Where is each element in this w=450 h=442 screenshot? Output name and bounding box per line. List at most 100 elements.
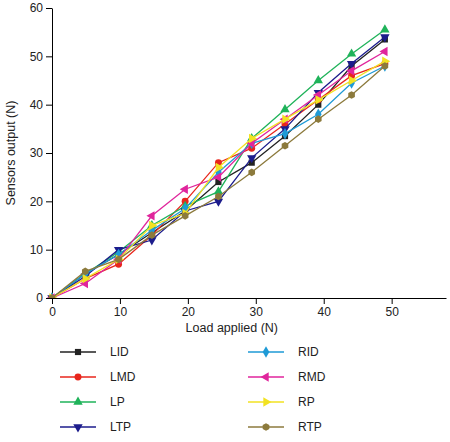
series-marker — [146, 211, 154, 220]
series-marker — [149, 231, 156, 239]
legend-label: RID — [298, 345, 319, 359]
series-marker — [216, 163, 224, 172]
y-tick-label: 10 — [30, 243, 44, 257]
y-tick-mark — [46, 153, 52, 154]
legend-item: RTP — [248, 420, 322, 434]
legend-label: LMD — [110, 370, 136, 384]
x-tick: 40 — [318, 298, 332, 319]
series-marker — [349, 76, 357, 85]
y-tick-label: 30 — [30, 146, 44, 160]
series — [49, 62, 388, 298]
x-tick-label: 40 — [318, 305, 332, 319]
y-tick-label: 40 — [30, 98, 44, 112]
series-line — [52, 61, 385, 298]
x-axis-title: Load applied (N) — [186, 321, 278, 335]
y-tick-label: 60 — [30, 1, 44, 15]
y-tick: 10 — [30, 243, 52, 257]
series-marker — [382, 62, 389, 70]
y-tick-mark — [46, 250, 52, 251]
series-marker — [49, 294, 56, 298]
y-tick-mark — [46, 105, 52, 106]
legend-item: RP — [248, 395, 315, 409]
series-marker — [316, 95, 324, 104]
series-marker — [182, 212, 189, 220]
series-marker — [149, 221, 157, 230]
legend-item: LP — [60, 395, 125, 409]
x-tick: 50 — [385, 298, 399, 319]
series-marker — [282, 114, 290, 123]
y-tick-mark — [46, 298, 52, 299]
x-tick: 30 — [250, 298, 264, 319]
series — [47, 47, 388, 298]
chart: 0 10 20 30 40 50 0 10 20 30 40 50 60 Load applied (N)… — [0, 0, 450, 442]
legend-marker — [261, 372, 269, 381]
series — [49, 60, 388, 298]
x-tick-label: 0 — [49, 305, 56, 319]
y-tick-mark — [46, 56, 52, 57]
series — [49, 60, 389, 298]
x-tick-mark — [52, 298, 53, 304]
series — [47, 34, 389, 298]
y-axis: 0 10 20 30 40 50 60 — [30, 1, 53, 305]
y-tick-label: 50 — [30, 50, 44, 64]
series-marker — [115, 256, 122, 264]
y-tick: 50 — [30, 50, 52, 64]
y-tick: 0 — [36, 291, 52, 305]
x-tick: 0 — [49, 298, 56, 319]
legend-item: RMD — [248, 370, 326, 384]
series-marker — [249, 134, 257, 143]
legend-marker — [75, 349, 81, 355]
legend-marker — [75, 374, 82, 381]
series-line — [52, 52, 385, 299]
y-axis-line — [52, 9, 53, 299]
series-marker — [47, 293, 55, 298]
series-marker — [82, 268, 89, 276]
x-tick: 20 — [182, 298, 196, 319]
legend-marker — [73, 397, 82, 405]
y-tick-mark — [46, 201, 52, 202]
series-marker — [314, 75, 323, 83]
series-marker — [282, 128, 289, 139]
legend-marker — [263, 423, 270, 431]
y-tick: 60 — [30, 1, 52, 15]
series-marker — [282, 142, 289, 150]
series — [47, 24, 389, 298]
y-tick-label: 20 — [30, 195, 44, 209]
series-marker — [347, 49, 356, 57]
x-tick-mark — [188, 298, 189, 304]
legend-item: LTP — [60, 420, 131, 434]
legend: LID LMD LP LTP RID RMD RP RTP — [60, 345, 326, 434]
y-tick: 30 — [30, 146, 52, 160]
x-tick-mark — [120, 298, 121, 304]
plot: 0 10 20 30 40 50 0 10 20 30 40 50 60 — [30, 1, 447, 318]
y-tick-mark — [46, 8, 52, 9]
legend-marker — [263, 397, 271, 406]
x-axis-line — [53, 298, 447, 299]
y-tick: 40 — [30, 98, 52, 112]
series-marker — [315, 115, 322, 123]
x-tick-label: 20 — [182, 305, 196, 319]
series-line — [52, 37, 385, 298]
y-axis-title: Sensors output (N) — [4, 101, 18, 206]
x-tick: 10 — [114, 298, 128, 319]
legend-label: RMD — [298, 370, 326, 384]
x-tick-mark — [256, 298, 257, 304]
series-marker — [83, 274, 91, 283]
legend-label: LP — [110, 395, 125, 409]
legend-item: LID — [60, 345, 129, 359]
series-marker — [280, 104, 289, 112]
legend-label: LID — [110, 345, 129, 359]
x-tick-mark — [324, 298, 325, 304]
series-marker — [215, 193, 222, 201]
y-tick-label: 0 — [36, 291, 43, 305]
legend-label: RP — [298, 395, 315, 409]
x-tick-label: 30 — [250, 305, 264, 319]
legend-marker — [73, 424, 82, 432]
series-marker — [180, 185, 188, 194]
legend-marker — [263, 346, 270, 357]
series-line — [52, 66, 385, 298]
series-area — [47, 24, 391, 298]
legend-label: LTP — [110, 420, 131, 434]
series-marker — [248, 169, 255, 177]
series — [49, 56, 390, 298]
